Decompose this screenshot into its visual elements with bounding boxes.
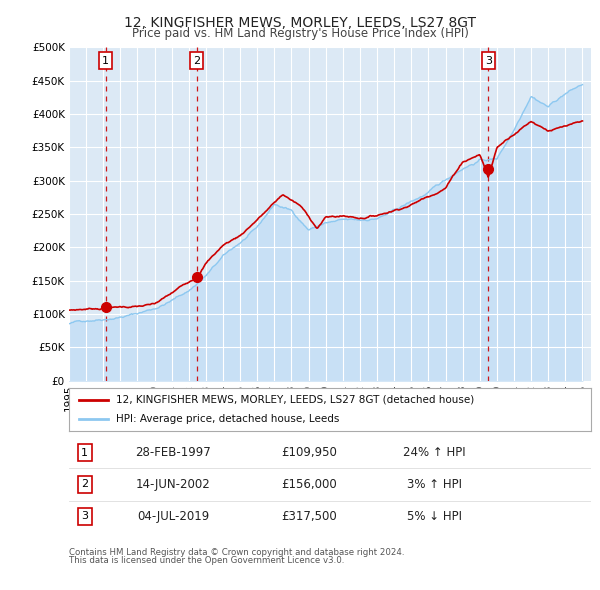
Text: 1: 1 <box>81 448 88 458</box>
Text: 12, KINGFISHER MEWS, MORLEY, LEEDS, LS27 8GT (detached house): 12, KINGFISHER MEWS, MORLEY, LEEDS, LS27… <box>116 395 474 405</box>
Text: 28-FEB-1997: 28-FEB-1997 <box>136 446 211 459</box>
Text: £109,950: £109,950 <box>281 446 337 459</box>
Text: 2: 2 <box>81 480 88 489</box>
Text: 5% ↓ HPI: 5% ↓ HPI <box>407 510 462 523</box>
Text: 24% ↑ HPI: 24% ↑ HPI <box>403 446 466 459</box>
Text: 2: 2 <box>193 55 200 65</box>
Text: 12, KINGFISHER MEWS, MORLEY, LEEDS, LS27 8GT: 12, KINGFISHER MEWS, MORLEY, LEEDS, LS27… <box>124 16 476 30</box>
Text: 1: 1 <box>102 55 109 65</box>
Text: 3% ↑ HPI: 3% ↑ HPI <box>407 478 462 491</box>
Text: Price paid vs. HM Land Registry's House Price Index (HPI): Price paid vs. HM Land Registry's House … <box>131 27 469 40</box>
Text: 04-JUL-2019: 04-JUL-2019 <box>137 510 209 523</box>
Text: HPI: Average price, detached house, Leeds: HPI: Average price, detached house, Leed… <box>116 414 340 424</box>
Text: 3: 3 <box>485 55 492 65</box>
Text: This data is licensed under the Open Government Licence v3.0.: This data is licensed under the Open Gov… <box>69 556 344 565</box>
Text: 3: 3 <box>81 511 88 521</box>
Text: 14-JUN-2002: 14-JUN-2002 <box>136 478 211 491</box>
Text: £156,000: £156,000 <box>281 478 337 491</box>
Text: Contains HM Land Registry data © Crown copyright and database right 2024.: Contains HM Land Registry data © Crown c… <box>69 548 404 556</box>
Text: £317,500: £317,500 <box>281 510 337 523</box>
